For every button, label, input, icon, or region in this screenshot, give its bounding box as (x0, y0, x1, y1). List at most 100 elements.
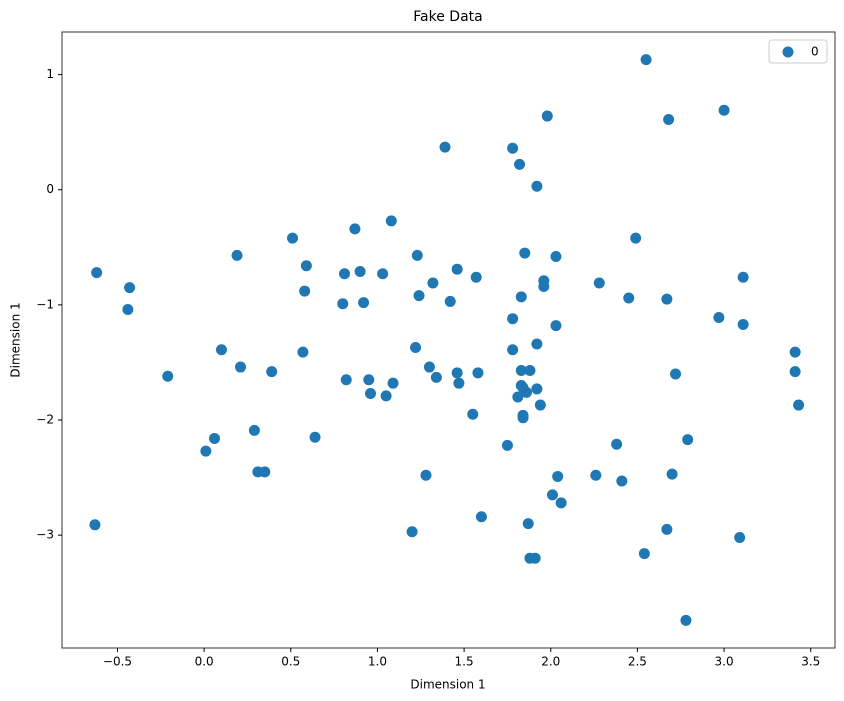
point (387, 377, 399, 389)
point (423, 361, 435, 373)
point (358, 297, 370, 309)
point (611, 438, 623, 450)
point (522, 518, 534, 530)
point (215, 344, 227, 356)
x-tick-label: 3.5 (801, 655, 820, 669)
point (524, 365, 536, 377)
point (363, 374, 375, 386)
point (666, 468, 678, 480)
point (638, 548, 650, 560)
point (89, 519, 101, 531)
point (475, 511, 487, 523)
point (507, 142, 519, 154)
point (309, 431, 321, 443)
point (538, 275, 550, 287)
point (507, 313, 519, 325)
point (410, 341, 422, 353)
point (531, 180, 543, 192)
point (162, 370, 174, 382)
point (718, 104, 730, 116)
legend-marker (782, 46, 794, 58)
point (427, 277, 439, 289)
point (680, 614, 692, 626)
point (380, 390, 392, 402)
y-tick-label: −1 (36, 297, 54, 311)
point (534, 399, 546, 411)
y-tick-label: −2 (36, 413, 54, 427)
x-tick-label: 0.0 (195, 655, 214, 669)
point (453, 377, 465, 389)
point (235, 361, 247, 373)
point (515, 291, 527, 303)
point (430, 371, 442, 383)
point (512, 391, 524, 403)
point (297, 346, 309, 358)
y-tick-label: 1 (46, 67, 54, 81)
legend-label: 0 (811, 45, 819, 59)
point (472, 367, 484, 379)
point (259, 466, 271, 478)
point (546, 489, 558, 501)
point (593, 277, 605, 289)
point (354, 265, 366, 277)
point (413, 290, 425, 302)
point (789, 366, 801, 378)
point (337, 298, 349, 310)
x-axis-label: Dimension 1 (410, 678, 485, 692)
point (734, 531, 746, 543)
y-tick-label: −3 (36, 528, 54, 542)
x-tick-label: 2.5 (628, 655, 647, 669)
point (520, 386, 532, 398)
point (91, 267, 103, 279)
point (339, 268, 351, 280)
point (200, 445, 212, 457)
x-tick-label: 0.5 (281, 655, 300, 669)
y-tick-label: 0 (46, 182, 54, 196)
point (630, 232, 642, 244)
point (550, 251, 562, 263)
point (531, 338, 543, 350)
point (640, 54, 652, 66)
y-axis-label: Dimension 1 (9, 302, 23, 377)
point (124, 282, 136, 294)
point (231, 249, 243, 261)
point (248, 424, 260, 436)
point (661, 293, 673, 305)
point (737, 318, 749, 330)
point (411, 249, 423, 261)
point (406, 526, 418, 538)
x-tick-label: 1.0 (368, 655, 387, 669)
point (209, 432, 221, 444)
point (531, 383, 543, 395)
point (616, 475, 628, 487)
point (287, 232, 299, 244)
point (541, 110, 553, 122)
point (470, 271, 482, 283)
point (507, 344, 519, 356)
point (663, 114, 675, 126)
plot-frame (61, 31, 836, 649)
x-tick-label: 1.5 (455, 655, 474, 669)
chart-title: Fake Data (413, 9, 482, 25)
point (467, 408, 479, 420)
point (661, 523, 673, 535)
point (385, 215, 397, 227)
point (789, 346, 801, 358)
point (552, 470, 564, 482)
point (365, 388, 377, 400)
point (529, 552, 541, 564)
x-tick-label: −0.5 (103, 655, 132, 669)
point (514, 158, 526, 170)
x-tick-label: 2.0 (541, 655, 560, 669)
point (451, 367, 463, 379)
point (300, 260, 312, 272)
point (377, 268, 389, 280)
point (550, 320, 562, 332)
x-tick-label: 3.0 (715, 655, 734, 669)
point (122, 303, 134, 315)
point (519, 247, 531, 259)
point (623, 292, 635, 304)
point (349, 223, 361, 235)
point (266, 366, 278, 378)
